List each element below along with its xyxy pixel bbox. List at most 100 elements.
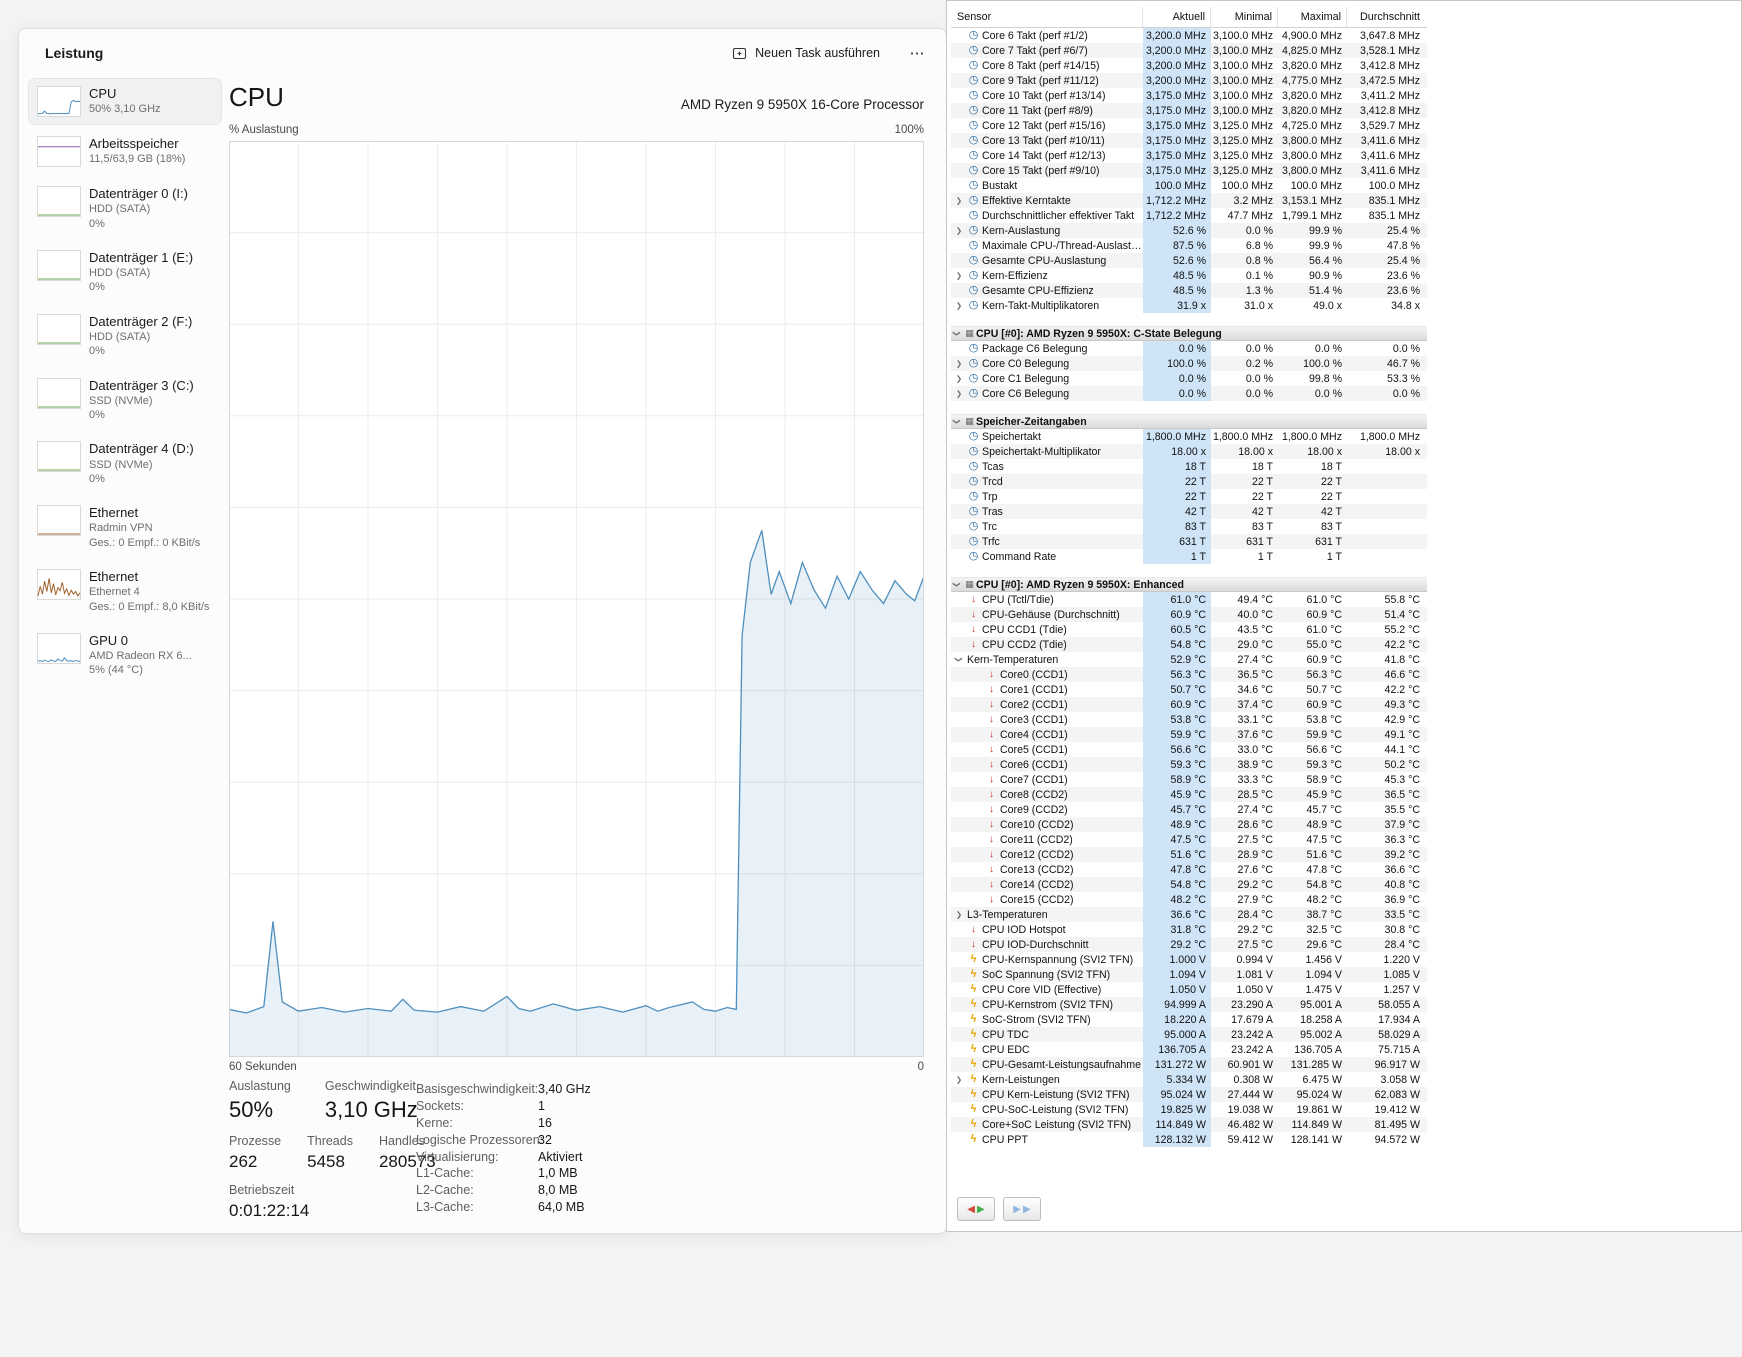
sensor-row[interactable]: ◷ Trfc 631 T 631 T 631 T: [951, 534, 1427, 549]
sensor-row[interactable]: ϟ CPU-SoC-Leistung (SVI2 TFN) 19.825 W 19…: [951, 1102, 1427, 1117]
sensor-row[interactable]: ❯ ◷ Core C0 Belegung 100.0 % 0.2 % 100.0 % 4…: [951, 356, 1427, 371]
sensor-row[interactable]: ◷ Trc 83 T 83 T 83 T: [951, 519, 1427, 534]
cpu-graph-container[interactable]: [228, 141, 925, 1057]
column-header-aktuell[interactable]: Aktuell: [1143, 7, 1211, 27]
column-header-sensor[interactable]: Sensor: [951, 7, 1143, 27]
sensor-row[interactable]: ↓ Core6 (CCD1) 59.3 °C 38.9 °C 59.3 °C 50.2…: [951, 757, 1427, 772]
sensor-row[interactable]: ◷ Tras 42 T 42 T 42 T: [951, 504, 1427, 519]
run-new-task-button[interactable]: Neuen Task ausführen: [722, 41, 890, 66]
sidebar-item-memory[interactable]: Arbeitsspeicher 11,5/63,9 GB (18%): [29, 129, 221, 174]
sidebar-item-disk-4[interactable]: Datenträger 4 (D:) SSD (NVMe) 0%: [29, 434, 221, 493]
sensor-row[interactable]: ❯ ϟ Kern-Leistungen 5.334 W 0.308 W 6.475 W…: [951, 1072, 1427, 1087]
sensor-row[interactable]: ◷ Maximale CPU-/Thread-Auslastung 87.5 %…: [951, 238, 1427, 253]
sensor-row[interactable]: ❯ ◷ Effektive Kerntakte 1,712.2 MHz 3.2 MH…: [951, 193, 1427, 208]
sensor-row[interactable]: ↓ CPU IOD Hotspot 31.8 °C 29.2 °C 32.5 °C 3…: [951, 922, 1427, 937]
sensor-row[interactable]: ◷ Tcas 18 T 18 T 18 T: [951, 459, 1427, 474]
sidebar-item-ethernet-4[interactable]: Ethernet Ethernet 4 Ges.: 0 Empf.: 8,0 K…: [29, 562, 221, 621]
sidebar-item-ethernet-radmin[interactable]: Ethernet Radmin VPN Ges.: 0 Empf.: 0 KBi…: [29, 498, 221, 557]
column-header-durchschnitt[interactable]: Durchschnitt: [1359, 11, 1420, 23]
shift-columns-forward-button[interactable]: ▶ ▶: [1003, 1197, 1041, 1221]
chevron-right-icon[interactable]: ❯: [955, 374, 963, 383]
sensor-row[interactable]: ↓ Core15 (CCD2) 48.2 °C 27.9 °C 48.2 °C 36.…: [951, 892, 1427, 907]
sensor-row[interactable]: ❯ ◷ Kern-Auslastung 52.6 % 0.0 % 99.9 % 25.4…: [951, 223, 1427, 238]
sensor-row[interactable]: ❯ L3-Temperaturen 36.6 °C 28.4 °C 38.7 °C 3…: [951, 907, 1427, 922]
sensor-row[interactable]: ϟ CPU-Gesamt-Leistungsaufnahme 131.272 W…: [951, 1057, 1427, 1072]
sensor-row[interactable]: ◷ Package C6 Belegung 0.0 % 0.0 % 0.0 % 0.0…: [951, 341, 1427, 356]
sidebar-item-disk-3[interactable]: Datenträger 3 (C:) SSD (NVMe) 0%: [29, 371, 221, 430]
sensor-row[interactable]: ϟ CPU-Kernstrom (SVI2 TFN) 94.999 A 23.29…: [951, 997, 1427, 1012]
sensor-row[interactable]: ↓ CPU-Gehäuse (Durchschnitt) 60.9 °C 40.0…: [951, 607, 1427, 622]
chevron-down-icon[interactable]: ❯: [954, 656, 964, 663]
sensor-row[interactable]: ◷ Trp 22 T 22 T 22 T: [951, 489, 1427, 504]
chevron-down-icon[interactable]: ❯: [952, 418, 962, 425]
sensor-row[interactable]: ❯ ◷ Core C6 Belegung 0.0 % 0.0 % 0.0 % 0.0 %: [951, 386, 1427, 401]
sensor-row[interactable]: ϟ CPU-Kernspannung (SVI2 TFN) 1.000 V 0.9…: [951, 952, 1427, 967]
sensor-row[interactable]: ↓ CPU (Tctl/Tdie) 61.0 °C 49.4 °C 61.0 °C 5…: [951, 592, 1427, 607]
sensor-row[interactable]: ◷ Core 8 Takt (perf #14/15) 3,200.0 MHz 3…: [951, 58, 1427, 73]
sensor-row[interactable]: ϟ SoC Spannung (SVI2 TFN) 1.094 V 1.081 V…: [951, 967, 1427, 982]
sensor-row[interactable]: ◷ Core 7 Takt (perf #6/7) 3,200.0 MHz 3,1…: [951, 43, 1427, 58]
column-header-maximal[interactable]: Maximal: [1278, 7, 1347, 27]
sensor-row[interactable]: ↓ Core0 (CCD1) 56.3 °C 36.5 °C 56.3 °C 46.6…: [951, 667, 1427, 682]
sidebar-item-disk-2[interactable]: Datenträger 2 (F:) HDD (SATA) 0%: [29, 307, 221, 366]
sensor-row[interactable]: ◷ Core 13 Takt (perf #10/11) 3,175.0 MHz…: [951, 133, 1427, 148]
sensor-row[interactable]: ↓ Core14 (CCD2) 54.8 °C 29.2 °C 54.8 °C 40.…: [951, 877, 1427, 892]
chevron-right-icon[interactable]: ❯: [955, 389, 963, 398]
sensor-row[interactable]: ❯ ◷ Kern-Takt-Multiplikatoren 31.9 x 31.0 …: [951, 298, 1427, 313]
shift-columns-button[interactable]: ◀ ▶: [957, 1197, 995, 1221]
sensor-row[interactable]: ↓ Core2 (CCD1) 60.9 °C 37.4 °C 60.9 °C 49.3…: [951, 697, 1427, 712]
chevron-down-icon[interactable]: ❯: [952, 330, 962, 337]
sensor-row[interactable]: ↓ Core3 (CCD1) 53.8 °C 33.1 °C 53.8 °C 42.9…: [951, 712, 1427, 727]
sensor-row[interactable]: ↓ Core8 (CCD2) 45.9 °C 28.5 °C 45.9 °C 36.5…: [951, 787, 1427, 802]
sensor-row[interactable]: ↓ Core12 (CCD2) 51.6 °C 28.9 °C 51.6 °C 39.…: [951, 847, 1427, 862]
sensor-row[interactable]: ◷ Core 10 Takt (perf #13/14) 3,175.0 MHz…: [951, 88, 1427, 103]
sidebar-item-disk-0[interactable]: Datenträger 0 (I:) HDD (SATA) 0%: [29, 179, 221, 238]
sensor-row[interactable]: ◷ Trcd 22 T 22 T 22 T: [951, 474, 1427, 489]
sensor-row[interactable]: ↓ Core13 (CCD2) 47.8 °C 27.6 °C 47.8 °C 36.…: [951, 862, 1427, 877]
sensor-row[interactable]: ↓ Core10 (CCD2) 48.9 °C 28.6 °C 48.9 °C 37.…: [951, 817, 1427, 832]
more-options-button[interactable]: ⋯: [902, 40, 932, 66]
sensor-row[interactable]: ↓ Core7 (CCD1) 58.9 °C 33.3 °C 58.9 °C 45.3…: [951, 772, 1427, 787]
chevron-right-icon[interactable]: ❯: [955, 271, 963, 280]
chevron-right-icon[interactable]: ❯: [955, 196, 963, 205]
sensor-row[interactable]: ϟ CPU Kern-Leistung (SVI2 TFN) 95.024 W 2…: [951, 1087, 1427, 1102]
chevron-right-icon[interactable]: ❯: [955, 1075, 963, 1084]
sensor-row[interactable]: ↓ Core1 (CCD1) 50.7 °C 34.6 °C 50.7 °C 42.2…: [951, 682, 1427, 697]
sensor-row[interactable]: ◷ Core 11 Takt (perf #8/9) 3,175.0 MHz 3,…: [951, 103, 1427, 118]
sensor-row[interactable]: ↓ Core5 (CCD1) 56.6 °C 33.0 °C 56.6 °C 44.1…: [951, 742, 1427, 757]
sensor-row[interactable]: ◷ Speichertakt-Multiplikator 18.00 x 18.0…: [951, 444, 1427, 459]
sensor-row[interactable]: ϟ CPU PPT 128.132 W 59.412 W 128.141 W 94.5…: [951, 1132, 1427, 1147]
sensor-section-header[interactable]: ❯ ▦ CPU [#0]: AMD Ryzen 9 5950X: C-State…: [951, 326, 1427, 341]
sensor-row[interactable]: ↓ Core9 (CCD2) 45.7 °C 27.4 °C 45.7 °C 35.5…: [951, 802, 1427, 817]
sensor-row[interactable]: ❯ Kern-Temperaturen 52.9 °C 27.4 °C 60.9 °…: [951, 652, 1427, 667]
sensor-row[interactable]: ◷ Durchschnittlicher effektiver Takt 1,7…: [951, 208, 1427, 223]
sensor-section-header[interactable]: ❯ ▦ CPU [#0]: AMD Ryzen 9 5950X: Enhance…: [951, 577, 1427, 592]
sensor-row[interactable]: ◷ Core 12 Takt (perf #15/16) 3,175.0 MHz…: [951, 118, 1427, 133]
sensor-row[interactable]: ↓ CPU CCD1 (Tdie) 60.5 °C 43.5 °C 61.0 °C 5…: [951, 622, 1427, 637]
column-header-minimal[interactable]: Minimal: [1211, 7, 1278, 27]
chevron-right-icon[interactable]: ❯: [955, 226, 963, 235]
sensor-row[interactable]: ϟ CPU Core VID (Effective) 1.050 V 1.050 …: [951, 982, 1427, 997]
sensor-section-header[interactable]: ❯ ▦ Speicher-Zeitangaben: [951, 414, 1427, 429]
sensor-row[interactable]: ◷ Core 15 Takt (perf #9/10) 3,175.0 MHz 3…: [951, 163, 1427, 178]
sensor-row[interactable]: ↓ Core11 (CCD2) 47.5 °C 27.5 °C 47.5 °C 36.…: [951, 832, 1427, 847]
sensor-row[interactable]: ϟ SoC-Strom (SVI2 TFN) 18.220 A 17.679 A 1…: [951, 1012, 1427, 1027]
sidebar-item-gpu-0[interactable]: GPU 0 AMD Radeon RX 6... 5% (44 °C): [29, 626, 221, 685]
sensor-row[interactable]: ◷ Core 14 Takt (perf #12/13) 3,175.0 MHz…: [951, 148, 1427, 163]
sensor-row[interactable]: ◷ Gesamte CPU-Auslastung 52.6 % 0.8 % 56.4…: [951, 253, 1427, 268]
sensor-row[interactable]: ◷ Core 6 Takt (perf #1/2) 3,200.0 MHz 3,1…: [951, 28, 1427, 43]
sensor-row[interactable]: ϟ Core+SoC Leistung (SVI2 TFN) 114.849 W…: [951, 1117, 1427, 1132]
sensor-row[interactable]: ◷ Speichertakt 1,800.0 MHz 1,800.0 MHz 1,8…: [951, 429, 1427, 444]
chevron-down-icon[interactable]: ❯: [952, 581, 962, 588]
sensor-table-header[interactable]: Sensor Aktuell Minimal Maximal Durchschn…: [951, 7, 1427, 28]
sensor-row[interactable]: ◷ Gesamte CPU-Effizienz 48.5 % 1.3 % 51.4 …: [951, 283, 1427, 298]
sensor-row[interactable]: ↓ CPU IOD-Durchschnitt 29.2 °C 27.5 °C 29.…: [951, 937, 1427, 952]
sensor-row[interactable]: ❯ ◷ Core C1 Belegung 0.0 % 0.0 % 99.8 % 53.3…: [951, 371, 1427, 386]
sensor-row[interactable]: ϟ CPU EDC 136.705 A 23.242 A 136.705 A 75.7…: [951, 1042, 1427, 1057]
sensor-row[interactable]: ↓ CPU CCD2 (Tdie) 54.8 °C 29.0 °C 55.0 °C 4…: [951, 637, 1427, 652]
sensor-row[interactable]: ❯ ◷ Kern-Effizienz 48.5 % 0.1 % 90.9 % 23.6 …: [951, 268, 1427, 283]
chevron-right-icon[interactable]: ❯: [955, 910, 963, 919]
sensor-row[interactable]: ↓ Core4 (CCD1) 59.9 °C 37.6 °C 59.9 °C 49.1…: [951, 727, 1427, 742]
sensor-row[interactable]: ◷ Core 9 Takt (perf #11/12) 3,200.0 MHz 3…: [951, 73, 1427, 88]
sensor-row[interactable]: ϟ CPU TDC 95.000 A 23.242 A 95.002 A 58.029…: [951, 1027, 1427, 1042]
